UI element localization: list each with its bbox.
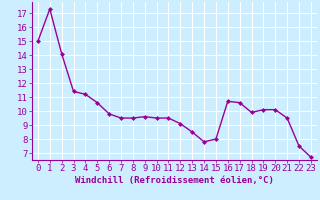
- X-axis label: Windchill (Refroidissement éolien,°C): Windchill (Refroidissement éolien,°C): [75, 176, 274, 185]
